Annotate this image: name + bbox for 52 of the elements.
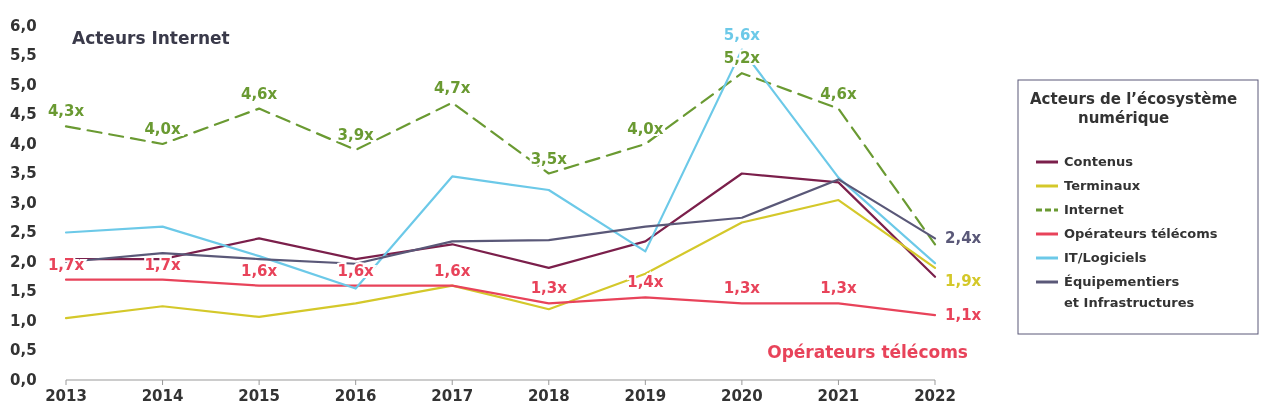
data-label: 1,3x — [820, 279, 857, 298]
x-tick-label: 2019 — [624, 387, 667, 405]
annotation: Opérateurs télécoms — [767, 342, 968, 362]
y-tick-label: 1,5 — [10, 282, 37, 300]
data-label: 2,4x — [945, 228, 982, 247]
x-tick-label: 2013 — [45, 387, 87, 405]
annotation: Acteurs Internet — [72, 27, 230, 48]
data-label: 4,0x — [144, 120, 181, 138]
legend-label: Terminaux — [1064, 177, 1141, 193]
x-tick-label: 2021 — [817, 387, 860, 405]
y-tick-label: 5,0 — [10, 75, 37, 94]
data-label: 1,3x — [530, 279, 568, 298]
data-label: 1,7x — [47, 255, 85, 274]
legend-label: Internet — [1064, 201, 1124, 217]
data-label: 1,7x — [144, 255, 181, 274]
legend-label: Contenus — [1064, 153, 1134, 169]
data-label: 1,3x — [723, 279, 761, 298]
x-tick-label: 2017 — [431, 387, 474, 405]
y-tick-label: 4,0 — [10, 134, 37, 153]
x-tick-label: 2018 — [527, 387, 570, 405]
data-label: 4,6x — [820, 84, 857, 103]
y-tick-label: 5,5 — [10, 46, 37, 64]
y-tick-label: 2,5 — [10, 223, 37, 241]
x-tick-label: 2020 — [721, 387, 763, 405]
data-label: 1,4x — [627, 273, 664, 292]
legend-label: IT/Logiciels — [1064, 249, 1147, 265]
data-label: 4,6x — [240, 84, 278, 103]
y-tick-label: 3,0 — [10, 193, 37, 212]
y-tick-label: 1,0 — [10, 311, 37, 330]
data-label: 4,7x — [434, 78, 471, 97]
data-label: 4,0x — [627, 120, 664, 138]
data-label: 4,3x — [47, 102, 85, 121]
data-label: 1,6x — [434, 261, 471, 280]
data-label: 5,6x — [723, 25, 761, 44]
data-label: 3,9x — [337, 125, 375, 144]
x-tick-label: 2014 — [141, 387, 184, 405]
x-tick-label: 2016 — [334, 387, 377, 405]
x-tick-label: 2022 — [914, 387, 956, 405]
x-tick-label: 2015 — [238, 387, 280, 405]
legend-title: Acteurs de l’écosystème numérique — [1030, 90, 1238, 127]
y-tick-label: 2,0 — [10, 252, 37, 271]
y-tick-label: 0,0 — [10, 370, 37, 389]
data-label: 1,1x — [945, 305, 982, 324]
data-label: 1,9x — [945, 272, 982, 291]
y-tick-label: 3,5 — [10, 164, 37, 182]
y-tick-label: 0,5 — [10, 341, 37, 359]
legend-label: Équipementiers et Infrastructures — [1064, 273, 1195, 310]
legend-label: Opérateurs télécoms — [1064, 225, 1218, 241]
y-tick-label: 6,0 — [10, 16, 37, 35]
data-label: 3,5x — [530, 149, 568, 168]
data-label: 1,6x — [240, 261, 278, 280]
y-tick-label: 4,5 — [10, 105, 37, 123]
